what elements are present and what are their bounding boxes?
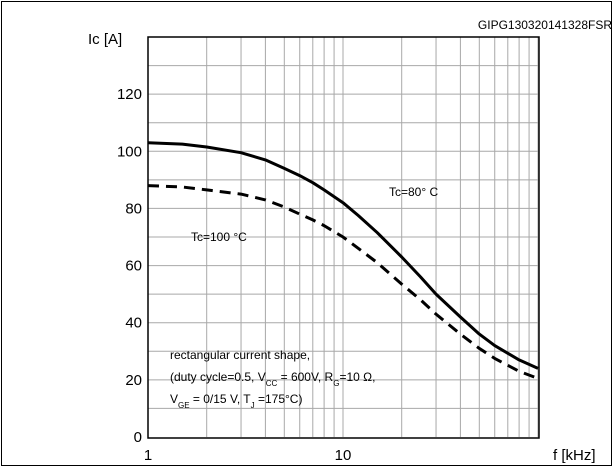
x-axis-label: f [kHz] bbox=[553, 447, 596, 464]
plot-area-border bbox=[147, 36, 540, 439]
series-lines bbox=[148, 141, 539, 380]
series-line-1 bbox=[148, 184, 539, 380]
y-tick-label: 80 bbox=[125, 200, 142, 217]
y-tick-label: 60 bbox=[125, 258, 142, 275]
y-tick-label: 0 bbox=[134, 429, 142, 446]
series-label-tc100: Tc=100 °C bbox=[191, 230, 247, 244]
y-axis-label: Ic [A] bbox=[88, 31, 122, 48]
y-tick-label: 20 bbox=[125, 372, 142, 389]
x-tick-label: 1 bbox=[144, 447, 152, 464]
y-tick-label: 120 bbox=[117, 86, 142, 103]
y-tick-label: 100 bbox=[117, 143, 142, 160]
x-tick-label: 10 bbox=[335, 447, 352, 464]
note-line-2: (duty cycle=0.5, VCC = 600V, RG=10 Ω, bbox=[170, 370, 375, 388]
y-tick-labels: 0 20 40 60 80 100 120 bbox=[117, 86, 142, 446]
x-tick-labels: 1 10 bbox=[144, 447, 352, 464]
series-label-tc80: Tc=80° C bbox=[389, 185, 438, 199]
figure-id: GIPG130320141328FSR bbox=[478, 18, 612, 32]
note-line-1: rectangular current shape, bbox=[170, 348, 310, 362]
test-conditions-note: rectangular current shape, (duty cycle=0… bbox=[170, 348, 375, 410]
note-line-3: VGE = 0/15 V, TJ =175°C) bbox=[170, 392, 302, 410]
y-tick-label: 40 bbox=[125, 315, 142, 332]
series-line-0 bbox=[148, 141, 539, 370]
